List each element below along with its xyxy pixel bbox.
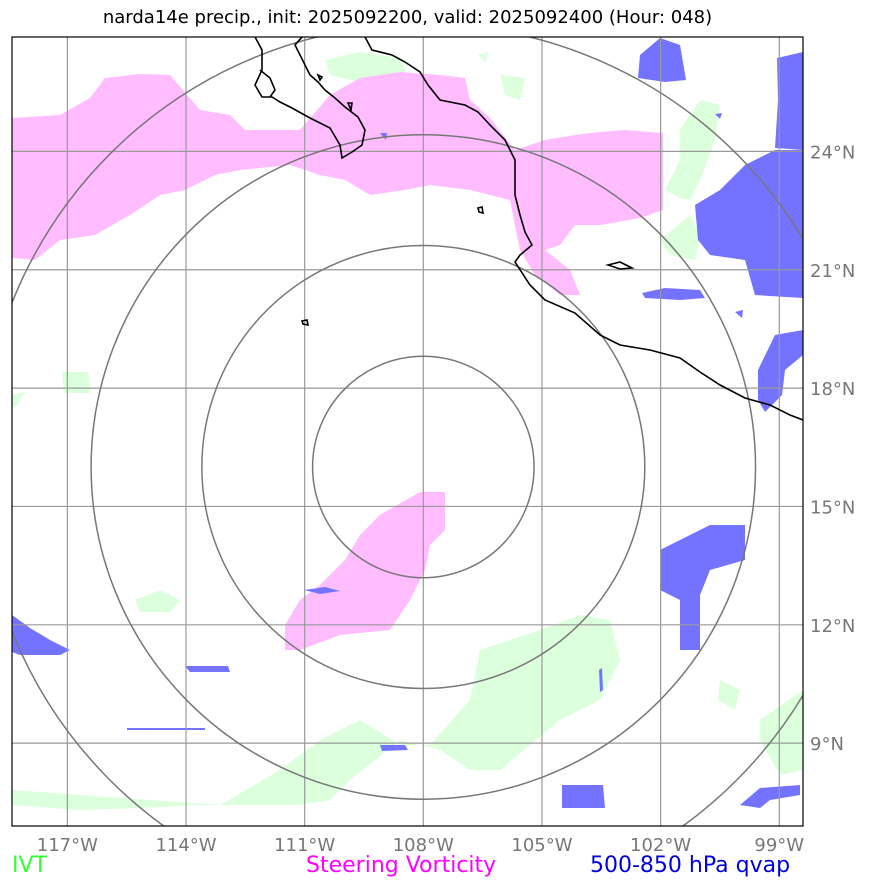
coastline-baja [254,37,366,160]
lat-tick-label: 18°N [810,379,855,400]
map-title: narda14e precip., init: 2025092200, vali… [102,7,713,28]
island-gulf-2 [316,73,324,82]
lon-tick-label: 117°W [37,835,98,856]
qvap-region [380,745,408,751]
island-tres-marias [605,261,635,270]
qvap-region [740,785,800,808]
coastline [254,37,803,421]
qvap-region [599,668,603,692]
lat-tick-label: 12°N [810,616,855,637]
lat-tick-label: 21°N [810,261,855,282]
ivt-region [478,52,488,62]
lon-tick-label: 108°W [393,835,454,856]
coastline-baja-inner [259,69,276,98]
lon-tick-label: 111°W [274,835,335,856]
vorticity-region [12,72,663,295]
lon-tick-label: 105°W [511,835,572,856]
ivt-region [760,690,803,775]
ivt-region [500,75,525,100]
ivt-region [12,392,24,408]
range-ring [201,244,646,690]
lat-tick-label: 15°N [810,497,855,518]
qvap-region [127,728,205,730]
ivt-region [665,100,720,200]
island-isabel [477,206,484,215]
island-socorro [300,319,310,327]
qvap-region [695,150,803,298]
coastline-mainland [364,37,803,421]
longitude-labels: 117°W 114°W 111°W 108°W 105°W 102°W 99°W [37,835,805,856]
qvap-region [758,330,803,412]
lat-tick-label: 9°N [810,734,844,755]
lat-tick-label: 24°N [810,142,855,163]
ivt-region [12,615,620,810]
qvap-region [304,587,340,594]
range-rings [12,37,803,826]
qvap-region [642,288,705,300]
qvap-region [185,666,230,672]
plot-frame [11,36,804,827]
legend-qvap: 500-850 hPa qvap [590,853,791,878]
latitude-labels: 24°N 21°N 18°N 15°N 12°N 9°N [810,142,855,755]
qvap-layer [12,38,803,808]
qvap-region [775,52,803,150]
lon-tick-label: 102°W [630,835,691,856]
ivt-region [62,372,90,393]
lon-tick-label: 114°W [155,835,216,856]
qvap-region [660,525,745,650]
vorticity-region [285,492,445,650]
island-gulf [346,102,353,113]
range-ring [90,134,757,800]
ivt-region [660,215,700,260]
lon-tick-label: 99°W [754,835,804,856]
range-ring [311,355,535,579]
qvap-region [638,38,686,82]
legend-ivt: IVT [12,853,47,878]
qvap-region [562,785,605,808]
ivt-region [718,680,740,710]
graticule [12,37,803,826]
qvap-region [735,310,743,318]
ivt-region [135,590,180,612]
legend-steering-vorticity: Steering Vorticity [306,853,497,878]
qvap-region [715,113,722,119]
vorticity-layer [12,72,663,650]
qvap-region [12,615,70,655]
